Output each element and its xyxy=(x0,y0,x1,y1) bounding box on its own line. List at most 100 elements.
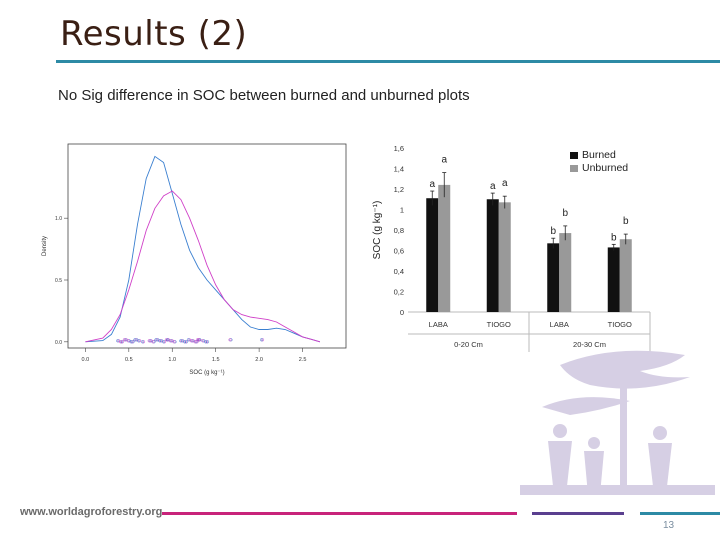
bar-unburned xyxy=(438,184,451,312)
rug-point xyxy=(168,339,172,343)
category-label: TIOGO xyxy=(487,320,511,329)
y-tick-label: 0 xyxy=(400,308,404,317)
legend-swatch xyxy=(570,152,578,159)
bar-burned xyxy=(547,243,560,312)
y-tick-label: 1.0 xyxy=(55,216,62,222)
slide-title: Results (2) xyxy=(60,14,248,54)
rug-point xyxy=(154,338,158,342)
x-tick-label: 0.0 xyxy=(82,357,90,363)
significance-letter: a xyxy=(502,178,508,189)
bar-unburned xyxy=(619,239,632,312)
bar-burned xyxy=(607,247,620,312)
y-tick-label: 0.5 xyxy=(55,278,62,284)
rug-point xyxy=(180,339,184,343)
rug-point xyxy=(193,340,197,344)
slide-subtitle: No Sig difference in SOC between burned … xyxy=(58,87,470,104)
rug-point xyxy=(162,340,166,344)
y-tick-label: 0,8 xyxy=(394,226,404,235)
rug-point xyxy=(129,340,133,344)
group-label: 0-20 Cm xyxy=(454,340,483,349)
rug-point xyxy=(194,340,198,344)
rug-point xyxy=(119,340,123,344)
rug-point xyxy=(260,338,265,342)
density-curve-1 xyxy=(85,155,321,343)
x-tick-label: 1.5 xyxy=(212,357,220,363)
density-plot-frame xyxy=(67,143,347,349)
bar-unburned xyxy=(498,202,511,312)
rug-point xyxy=(164,338,168,342)
tree-logo-watermark xyxy=(520,350,715,495)
y-axis-label: SOC (g kg⁻¹) xyxy=(372,201,383,260)
y-tick-label: 0.0 xyxy=(55,340,62,346)
significance-letter: a xyxy=(429,179,435,190)
rug-point xyxy=(173,340,177,344)
rug-point xyxy=(140,340,145,344)
rug-point xyxy=(151,340,155,344)
rug-point xyxy=(159,339,163,343)
rug-point xyxy=(122,338,126,342)
density-curve-2 xyxy=(85,190,321,343)
y-tick-label: 0,4 xyxy=(394,267,404,276)
rug-point xyxy=(141,340,146,344)
page-number: 13 xyxy=(663,520,675,531)
group-label: 20-30 Cm xyxy=(573,340,606,349)
rug-point xyxy=(123,338,127,342)
category-label: LABA xyxy=(550,320,569,329)
rug-point xyxy=(155,338,159,342)
rug-point xyxy=(189,339,193,343)
bar-unburned xyxy=(559,233,572,312)
rug-point xyxy=(119,340,124,344)
rug-point xyxy=(201,339,205,343)
density-chart: 0.0 0.5 1.0 1.5 2.0 2.5 0.0 0.5 1.0 Density SOC (g… xyxy=(42,143,347,376)
rug-point xyxy=(126,339,130,343)
rug-point xyxy=(172,340,176,344)
y-tick-label: 1 xyxy=(400,206,404,215)
legend-label: Unburned xyxy=(582,162,628,174)
rug-point xyxy=(134,338,138,342)
rug-point xyxy=(205,340,209,344)
x-axis-label: SOC (g kg⁻¹) xyxy=(189,370,224,376)
y-axis-label: Density xyxy=(42,236,48,256)
y-tick-label: 0,6 xyxy=(394,247,404,256)
rug-point xyxy=(198,338,202,342)
significance-letter: a xyxy=(490,181,496,192)
rug-point xyxy=(205,340,210,344)
rug-point xyxy=(137,339,141,343)
title-rule xyxy=(56,60,720,63)
rug-point xyxy=(131,340,135,344)
legend-label: Burned xyxy=(582,149,616,161)
x-tick-label: 2.0 xyxy=(255,357,263,363)
rug-point xyxy=(195,338,200,342)
y-tick-label: 1,6 xyxy=(394,144,404,153)
rug-point xyxy=(158,339,162,343)
bar-burned xyxy=(426,198,439,312)
y-tick-label: 1,4 xyxy=(394,165,404,174)
x-tick-label: 1.0 xyxy=(168,357,176,363)
rug-point xyxy=(229,338,233,342)
significance-letter: b xyxy=(623,216,629,227)
rug-point xyxy=(120,340,125,344)
x-tick-label: 0.5 xyxy=(125,357,133,363)
significance-letter: b xyxy=(611,232,617,243)
rug-point xyxy=(148,339,152,343)
rug-point xyxy=(138,339,142,343)
rug-point xyxy=(183,340,188,344)
rug-point xyxy=(133,338,137,342)
rug-point xyxy=(183,340,187,344)
rug-point xyxy=(260,338,264,342)
rug-point xyxy=(204,340,208,344)
significance-letter: b xyxy=(562,208,568,219)
category-label: LABA xyxy=(429,320,448,329)
rug-point xyxy=(116,339,120,343)
rug-point xyxy=(228,338,232,342)
footer-url: www.worldagroforestry.org xyxy=(20,506,163,518)
rug-point xyxy=(195,340,199,344)
rug-point xyxy=(162,340,167,344)
rug-point xyxy=(186,338,190,342)
x-tick-label: 2.5 xyxy=(299,357,307,363)
significance-letter: a xyxy=(441,155,447,166)
y-tick-label: 1,2 xyxy=(394,185,404,194)
category-label: TIOGO xyxy=(608,320,632,329)
rug-point xyxy=(179,339,183,343)
